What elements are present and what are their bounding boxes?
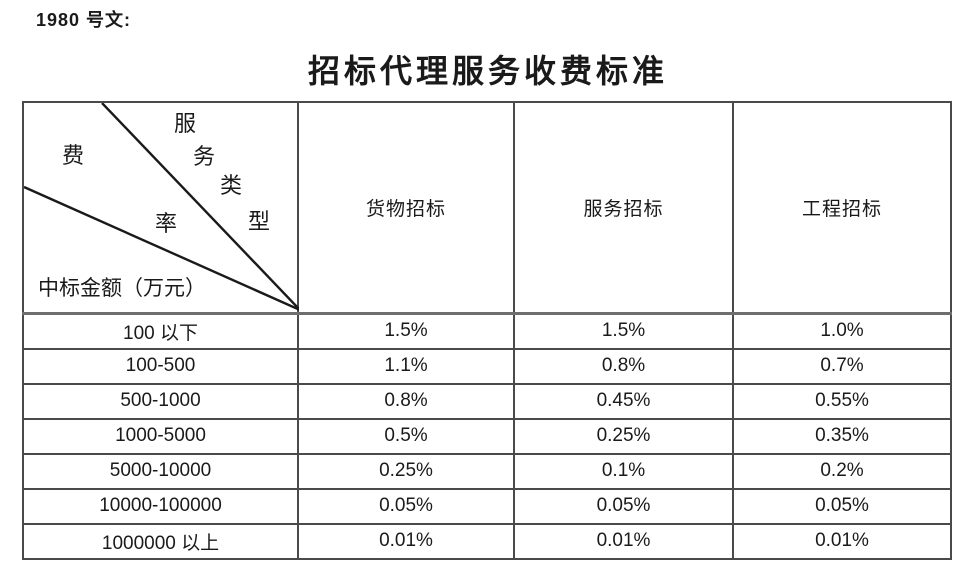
- corner-label-service-char: 服: [174, 111, 197, 136]
- rate-cell: 0.01%: [732, 522, 952, 560]
- table-row: 500-1000 0.8% 0.45% 0.55%: [22, 382, 952, 420]
- corner-label-service-char: 务: [193, 144, 216, 169]
- rate-cell: 0.1%: [513, 452, 734, 490]
- corner-label-amount: 中标金额（万元）: [38, 276, 206, 300]
- document-reference: 1980 号文:: [36, 10, 132, 30]
- table-row: 5000-10000 0.25% 0.1% 0.2%: [22, 452, 952, 490]
- table-row: 1000-5000 0.5% 0.25% 0.35%: [22, 417, 952, 455]
- page-title: 招标代理服务收费标准: [307, 53, 668, 89]
- fee-standard-table: 服 务 类 型 费 率 中标金额（万元） 货物招标 服务招标 工程招标 100 …: [22, 101, 952, 560]
- rate-cell: 0.05%: [297, 487, 515, 525]
- column-header-goods: 货物招标: [297, 101, 515, 315]
- row-range-label: 1000000 以上: [22, 522, 299, 560]
- diagonal-header-content: 服 务 类 型 费 率 中标金额（万元）: [24, 103, 299, 312]
- column-header-engineering: 工程招标: [732, 101, 952, 315]
- rate-cell: 1.1%: [297, 347, 515, 385]
- table-row: 100-500 1.1% 0.8% 0.7%: [22, 347, 952, 385]
- row-range-label: 10000-100000: [22, 487, 299, 525]
- corner-label-rate-char: 费: [62, 143, 85, 168]
- table-row: 100 以下 1.5% 1.5% 1.0%: [22, 312, 952, 350]
- rate-cell: 1.0%: [732, 312, 952, 350]
- rate-cell: 1.5%: [513, 312, 734, 350]
- diagonal-lines: [24, 103, 299, 311]
- table-header-row: 服 务 类 型 费 率 中标金额（万元） 货物招标 服务招标 工程招标: [22, 101, 952, 315]
- rate-cell: 0.01%: [513, 522, 734, 560]
- rate-cell: 0.05%: [513, 487, 734, 525]
- row-range-label: 100-500: [22, 347, 299, 385]
- rate-cell: 0.5%: [297, 417, 515, 455]
- rate-cell: 0.2%: [732, 452, 952, 490]
- row-range-label: 5000-10000: [22, 452, 299, 490]
- column-header-service: 服务招标: [513, 101, 734, 315]
- rate-cell: 1.5%: [297, 312, 515, 350]
- row-range-label: 500-1000: [22, 382, 299, 420]
- rate-cell: 0.45%: [513, 382, 734, 420]
- row-range-label: 1000-5000: [22, 417, 299, 455]
- rate-cell: 0.01%: [297, 522, 515, 560]
- rate-cell: 0.25%: [513, 417, 734, 455]
- rate-cell: 0.25%: [297, 452, 515, 490]
- corner-label-rate-char: 率: [155, 211, 178, 236]
- rate-cell: 0.8%: [297, 382, 515, 420]
- corner-label-service-char: 类: [220, 173, 243, 198]
- row-range-label: 100 以下: [22, 312, 299, 350]
- rate-cell: 0.7%: [732, 347, 952, 385]
- rate-cell: 0.35%: [732, 417, 952, 455]
- table-row: 10000-100000 0.05% 0.05% 0.05%: [22, 487, 952, 525]
- rate-cell: 0.55%: [732, 382, 952, 420]
- rate-cell: 0.8%: [513, 347, 734, 385]
- diagonal-header-cell: 服 务 类 型 费 率 中标金额（万元）: [22, 101, 299, 315]
- table-row: 1000000 以上 0.01% 0.01% 0.01%: [22, 522, 952, 560]
- corner-label-service-char: 型: [248, 209, 271, 234]
- rate-cell: 0.05%: [732, 487, 952, 525]
